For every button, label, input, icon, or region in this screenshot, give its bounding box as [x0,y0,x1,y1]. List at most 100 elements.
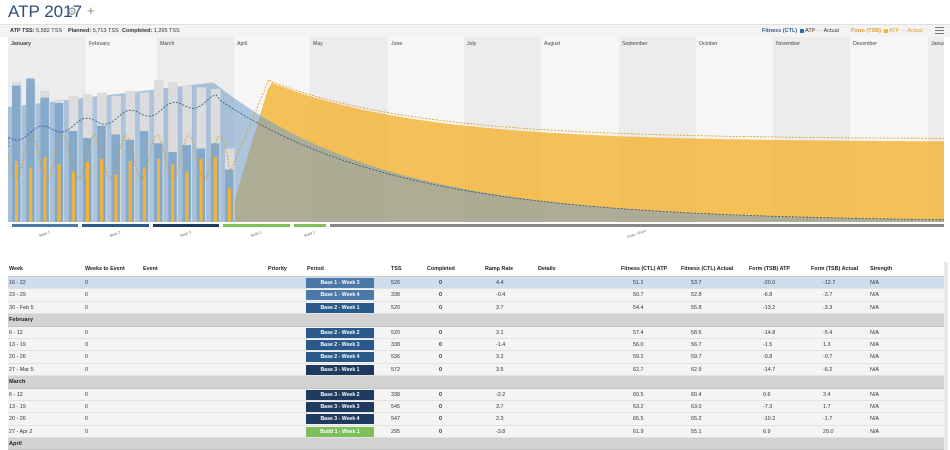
cell-fit_atp: 61.9 [633,428,644,435]
col-tss[interactable]: TSS [391,266,402,272]
table-row[interactable]: 16 - 22 0 526 0 4.4 51.1 53.7 -20.0 -12.7 N/A Base… [8,277,948,290]
cell-ramp: 2.3 [496,416,504,423]
table-row[interactable]: 13 - 19 0 338 0 -1.4 56.0 56.7 -1.5 1.3 N/A Base 2… [8,338,948,352]
gear-icon[interactable]: ⚙ [67,6,77,18]
cell-week: 23 - 29 [9,292,26,299]
month-label: September [622,41,648,47]
period-badge[interactable]: Base 2 - Week 3 [306,339,374,350]
table-row[interactable]: 20 - 26 0 547 0 2.3 65.5 65.2 -10.2 -1.7 N/A Base … [8,413,948,426]
period-badge[interactable]: Base 3 - Week 3 [306,401,374,412]
cell-form_actual: -3.3 [823,304,833,311]
cell-wte: 0 [85,280,88,286]
col-fit-atp[interactable]: Fitness (CTL) ATP [621,266,668,272]
cell-form_actual: -6.2 [823,366,833,373]
col-strength[interactable]: Strength [870,266,893,272]
table-row[interactable]: 27 - Apr 2 0 295 0 -3.8 61.9 55.1 6.9 29.0 N/A Bui… [8,425,948,439]
cell-completed: 0 [439,416,442,423]
stats-bar: ATP TSS: 5,582 TSS Planned: 5,713 TSS Co… [0,24,950,37]
col-completed[interactable]: Completed [427,266,455,272]
form-legend[interactable]: Form (TSB) ATP ⋯ Actual [851,28,923,34]
tss-bar [128,161,132,222]
col-form-actual[interactable]: Form (TSB) Actual [811,266,859,272]
month-label: August [544,41,561,47]
cell-week: 20 - 26 [9,416,26,423]
period-badge[interactable]: Build 1 - Week 1 [306,426,374,437]
phase-bar [153,224,219,227]
table-row[interactable]: 6 - 12 0 338 0 -2.2 60.5 60.4 0.6 3.4 N/A Base 3 -… [8,388,948,401]
period-badge[interactable]: Base 2 - Week 2 [306,327,374,338]
phase-bar [223,224,290,227]
menu-icon[interactable] [935,27,944,35]
phase-bar [330,224,944,227]
table-row[interactable]: 20 - 26 0 536 0 3.2 59.2 59.7 -9.8 -0.7 N/A Base 2… [8,351,948,364]
table-row[interactable]: 23 - 29 0 338 0 -0.4 50.7 52.8 -6.8 -3.7 N/A Base … [8,289,948,302]
col-priority[interactable]: Priority [268,266,287,272]
table-row[interactable]: 6 - 12 0 520 0 3.1 57.4 58.5 -14.8 -5.4 N/A Base 2… [8,326,948,339]
cell-fit_actual: 53.7 [691,280,702,286]
cell-ramp: 3.1 [496,329,504,336]
atp-table: Week Weeks to Event Event Priority Perio… [8,262,948,450]
cell-fit_actual: 59.7 [691,354,702,361]
cell-fit_atp: 65.5 [633,416,644,423]
col-fit-actual[interactable]: Fitness (CTL) Actual [681,266,734,272]
period-badge[interactable]: Base 3 - Week 2 [306,389,374,400]
cell-strength: N/A [870,428,879,435]
tss-bar [57,164,61,222]
cell-form_atp: 6.9 [763,428,771,435]
cell-tss: 545 [391,403,400,410]
cell-form_actual: 3.4 [823,391,831,398]
cell-fit_actual: 56.7 [691,341,702,348]
period-badge[interactable]: Base 1 - Week 4 [306,290,374,301]
tss-bar [213,156,217,222]
cell-ramp: -2.2 [496,391,506,398]
period-badge[interactable]: Base 1 - Week 3 [306,278,374,288]
cell-tss: 536 [391,354,400,361]
page-title: ATP 2017 [8,2,83,21]
tss-bar [71,171,75,222]
table-header: Week Weeks to Event Event Priority Perio… [8,262,948,277]
table-row[interactable]: 30 - Feb 5 0 520 0 3.7 54.4 55.8 -13.2 -3.3 N/A Ba… [8,301,948,315]
tss-bar [43,156,47,222]
col-period[interactable]: Period [307,266,324,272]
col-event[interactable]: Event [143,266,158,272]
table-row[interactable]: 27 - Mar 5 0 572 0 3.5 62.7 62.9 -14.7 -6.2 N/A Ba… [8,363,948,377]
cell-completed: 0 [439,280,442,286]
cell-week: 16 - 22 [9,280,26,286]
col-ramp-rate[interactable]: Ramp Rate [485,266,514,272]
cell-form_atp: -14.7 [763,366,776,373]
period-badge[interactable]: Base 3 - Week 4 [306,414,374,425]
scrollbar[interactable] [944,262,948,450]
cell-wte: 0 [85,341,88,348]
tss-bar [15,161,18,222]
phase-label: Base 1 [39,230,51,238]
completed-stat: Completed: 1,265 TSS [122,28,180,34]
col-details[interactable]: Details [538,266,556,272]
cell-wte: 0 [85,354,88,361]
tss-bar [171,164,175,222]
month-label: November [776,41,800,47]
cell-form_actual: -0.7 [823,354,833,361]
col-form-atp[interactable]: Form (TSB) ATP [749,266,791,272]
cell-tss: 520 [391,329,400,336]
cell-week: 27 - Apr 2 [9,428,33,435]
plus-icon[interactable]: + [87,3,95,18]
col-weeks-to-event[interactable]: Weeks to Event [85,266,125,272]
cell-completed: 0 [439,341,442,348]
cell-ramp: 3.5 [496,366,504,373]
cell-fit_atp: 57.4 [633,329,644,336]
table-row[interactable]: 13 - 19 0 545 0 3.7 63.2 63.0 -7.3 1.7 N/A Base 3 … [8,400,948,414]
period-badge[interactable]: Base 2 - Week 1 [306,302,374,313]
month-label: May [313,41,323,47]
fitness-legend[interactable]: Fitness (CTL) ATP ⋯ Actual [762,28,839,34]
cell-form_atp: -14.8 [763,329,776,336]
month-label: March [160,41,175,47]
period-badge[interactable]: Base 3 - Week 1 [306,364,374,375]
atp-tss-stat: ATP TSS: 5,582 TSS [10,28,62,34]
col-week[interactable]: Week [9,266,23,272]
cell-wte: 0 [85,366,88,373]
period-badge[interactable]: Base 2 - Week 4 [306,352,374,363]
chart-svg: January February March April May June July Augu… [8,37,944,239]
phase-bar [294,224,326,227]
cell-tss: 338 [391,391,400,398]
cell-wte: 0 [85,403,88,410]
